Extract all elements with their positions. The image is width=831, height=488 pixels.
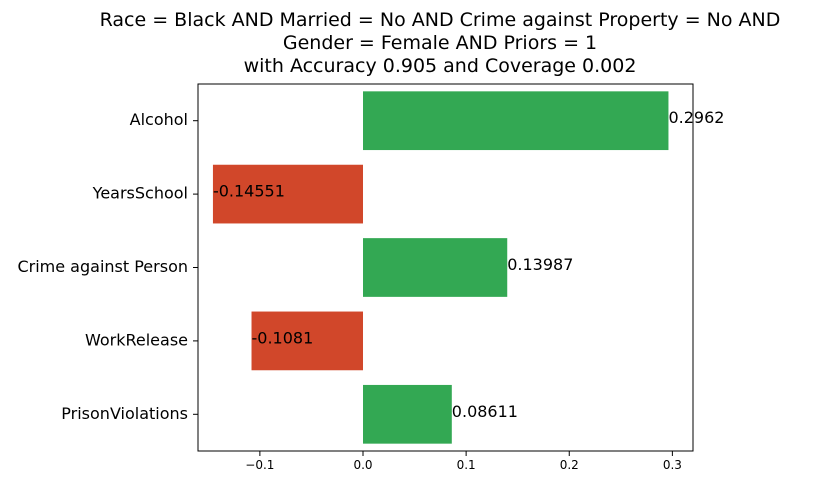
chart-title-line-1: Race = Black AND Married = No AND Crime … [100,9,781,31]
bar-yearsschool [212,164,363,224]
bar-workrelease [251,311,363,371]
y-tick-label-alcohol: Alcohol [130,110,188,129]
x-tick-label: −0.1 [245,458,274,472]
chart-title-line-2: Gender = Female AND Priors = 1 [283,32,597,54]
bar-crime-against-person [363,238,508,297]
plot-area-frame [197,83,694,452]
chart-title-line-3: with Accuracy 0.905 and Coverage 0.002 [244,55,637,77]
value-label-workrelease: -0.1081 [252,328,314,347]
bar-prisonviolations [363,384,452,444]
chart-title: Race = Black AND Married = No AND Crime … [100,9,781,77]
value-label-group: 0.2962 -0.14551 0.13987 -0.1081 0.08611 [213,108,724,421]
value-label-yearsschool: -0.14551 [213,182,285,201]
value-label-crime-against-person: 0.13987 [507,255,573,274]
value-label-alcohol: 0.2962 [668,108,724,127]
x-tick-label: 0.3 [663,458,682,472]
bar-group [212,91,669,444]
x-tick-label: 0.1 [457,458,476,472]
y-tick-label-prisonviolations: PrisonViolations [61,404,188,423]
y-tick-label-workrelease: WorkRelease [85,330,188,349]
y-axis-ticks: Alcohol YearsSchool Crime against Person Wo… [17,110,198,423]
x-axis-ticks: −0.1 0.0 0.1 0.2 0.3 [245,451,682,472]
y-tick-label-yearsschool: YearsSchool [92,184,188,203]
bar-alcohol [363,91,669,151]
x-tick-label: 0.0 [353,458,372,472]
x-tick-label: 0.2 [560,458,579,472]
y-tick-label-crime-against-person: Crime against Person [17,257,188,276]
value-label-prisonviolations: 0.08611 [452,402,518,421]
